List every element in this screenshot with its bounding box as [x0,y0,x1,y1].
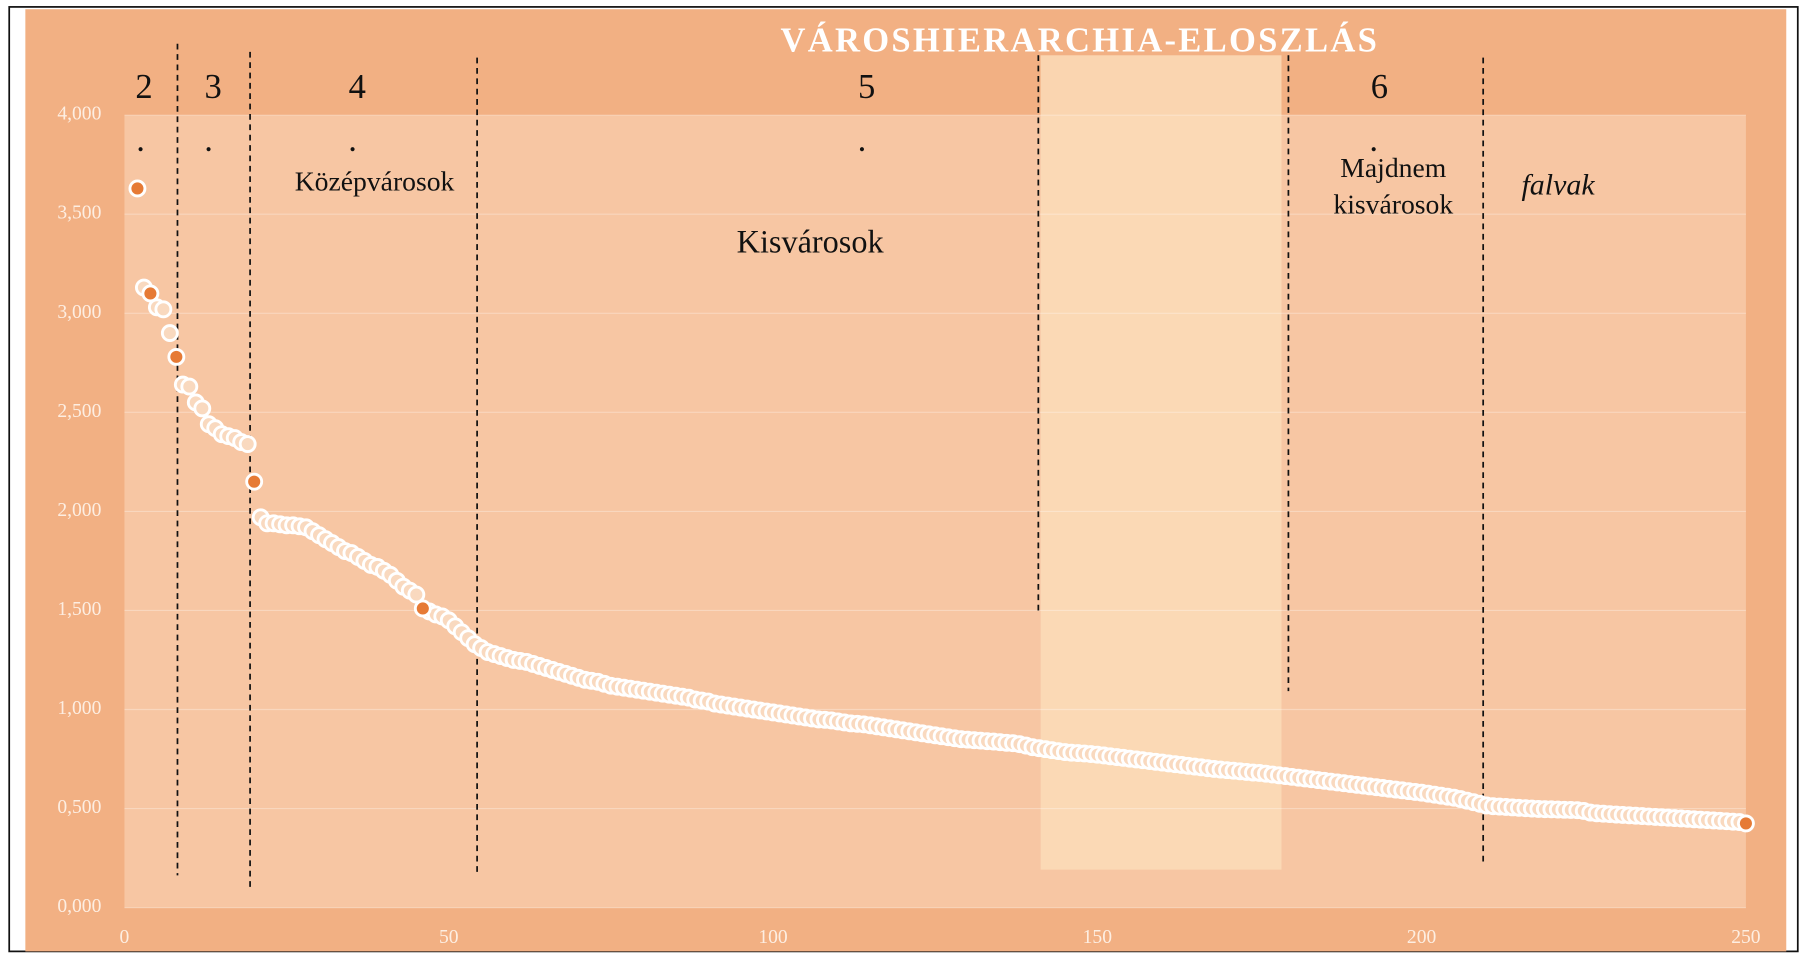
point [180,377,199,396]
point [238,435,257,453]
annotation: 5 [858,68,875,106]
point [154,300,173,319]
annotation: Középvárosok [295,166,455,197]
chart-title: VÁROSHIERARCHIA-ELOSZLÁS [780,22,1379,60]
annotation: kisvárosok [1333,189,1453,220]
y-tick-label: 3,000 [57,302,101,323]
point [193,399,212,418]
point [1736,814,1755,833]
plot-area [124,115,1746,908]
annotation: Kisvárosok [737,224,885,260]
annotation: Majdnem [1340,152,1446,183]
x-tick-label: 0 [120,927,130,948]
point [245,472,264,491]
y-tick-label: 0,500 [57,797,101,818]
annotation: 4 [349,68,366,106]
y-tick-label: 2,500 [57,401,101,422]
point [167,347,186,366]
x-tick-label: 50 [439,927,459,948]
annotation: . [348,121,357,159]
point [413,599,432,618]
y-tick-label: 4,000 [57,104,101,125]
annotation: . [1369,121,1378,159]
y-tick-label: 2,000 [57,500,101,521]
annotation: falvak [1521,169,1595,202]
point [141,284,160,303]
annotation: 6 [1371,68,1388,106]
y-tick-label: 3,500 [57,203,101,224]
x-tick-label: 100 [758,927,788,948]
x-tick-label: 150 [1083,927,1113,948]
annotation: . [204,121,213,159]
y-tick-label: 1,000 [57,698,101,719]
annotation: . [858,121,867,159]
x-tick-label: 250 [1731,927,1761,948]
annotation: . [136,121,145,159]
highlight-band [1040,55,1282,870]
y-tick-label: 1,500 [57,599,101,620]
annotation: 3 [205,68,222,106]
y-tick-label: 0,000 [57,896,101,917]
point [128,179,147,198]
point [160,324,179,343]
x-tick-label: 200 [1407,927,1437,948]
annotation: 2 [135,68,152,106]
point [407,585,426,604]
